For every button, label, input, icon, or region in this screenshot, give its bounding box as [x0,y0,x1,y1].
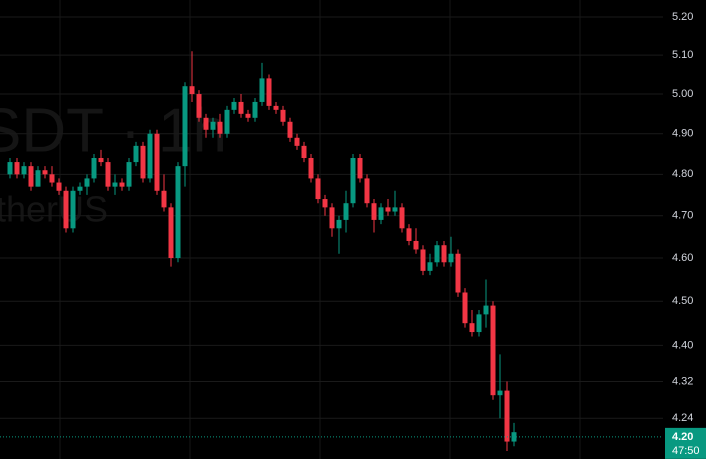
candle-body [252,101,258,118]
candle-body [420,249,426,271]
candle-body [469,323,475,333]
candle-body [322,199,328,208]
countdown: 47:50 [672,445,700,457]
candle-body [462,292,468,324]
candle-body [98,158,104,163]
candle-body [357,158,363,179]
candle-body [196,94,202,118]
candle-body [70,190,76,229]
candle-body [238,101,244,114]
candle-body [28,166,34,187]
candle-body [7,162,13,175]
candle-body [49,174,55,183]
candle-body [280,109,286,122]
candle-body [301,145,307,159]
candle-body [294,137,300,146]
candle-body [259,78,265,102]
y-tick-label: 5.10 [672,49,693,61]
watermark: therUS [0,189,108,230]
candle-body [224,109,230,134]
candle-body [413,240,419,250]
candle-body [14,162,20,175]
candle-body [385,207,391,212]
candle-body [182,86,188,167]
candle-body [42,170,48,175]
candle-body [161,190,167,208]
candle-body [21,166,27,175]
candle-body [329,207,335,229]
candle-body [154,133,160,191]
candle-body [112,182,118,187]
candle-body [217,121,223,134]
candle-body [273,105,279,110]
candle-body [245,113,251,118]
candle-body [308,158,314,179]
candle-body [476,314,482,333]
candle-body [315,178,321,200]
candle-body [455,253,461,293]
y-tick-label: 5.00 [672,88,693,100]
candle-body [147,133,153,179]
candle-body [266,78,272,106]
candle-body [189,86,195,95]
candle-body [371,203,377,220]
candle-body [392,207,398,212]
candle-body [378,207,384,220]
candle-body [175,166,181,259]
y-tick-label: 4.80 [672,168,693,180]
candle-body [126,162,132,187]
candle-body [119,182,125,187]
candle-body [434,245,440,263]
candle-body [168,207,174,259]
candle-body [287,121,293,138]
candle-body [364,178,370,204]
candle-body [343,203,349,220]
candle-body [441,245,447,263]
y-tick-label: 4.40 [672,339,693,351]
y-tick-label: 5.20 [672,11,693,23]
candle-body [133,145,139,163]
watermark: SDT · 1h [0,96,227,165]
candle-body [427,262,433,271]
candle-body [140,145,146,179]
y-tick-label: 4.32 [672,375,693,387]
candle-body [210,121,216,130]
y-tick-label: 4.24 [672,412,693,424]
candle-body [448,253,454,263]
candle-body [336,219,342,229]
candle-body [504,390,510,442]
candle-body [399,207,405,229]
candle-body [497,390,503,396]
candle-body [91,158,97,179]
price-tag [665,427,706,459]
candle-body [231,101,237,110]
price-tag-label: 4.20 [672,431,693,443]
candle-body [77,186,83,191]
candle-body [406,228,412,241]
candle-body [483,305,489,315]
candle-body [350,158,356,204]
candle-body [105,162,111,187]
candle-body [490,305,496,396]
y-tick-label: 4.50 [672,295,693,307]
candle-body [35,170,41,187]
y-tick-label: 4.60 [672,252,693,264]
candle-body [63,190,69,229]
candle-body [56,182,62,191]
y-tick-label: 4.90 [672,128,693,140]
y-tick-label: 4.70 [672,210,693,222]
candle-body [84,178,90,187]
vertical-grid [59,0,581,459]
candle-body [203,117,209,130]
